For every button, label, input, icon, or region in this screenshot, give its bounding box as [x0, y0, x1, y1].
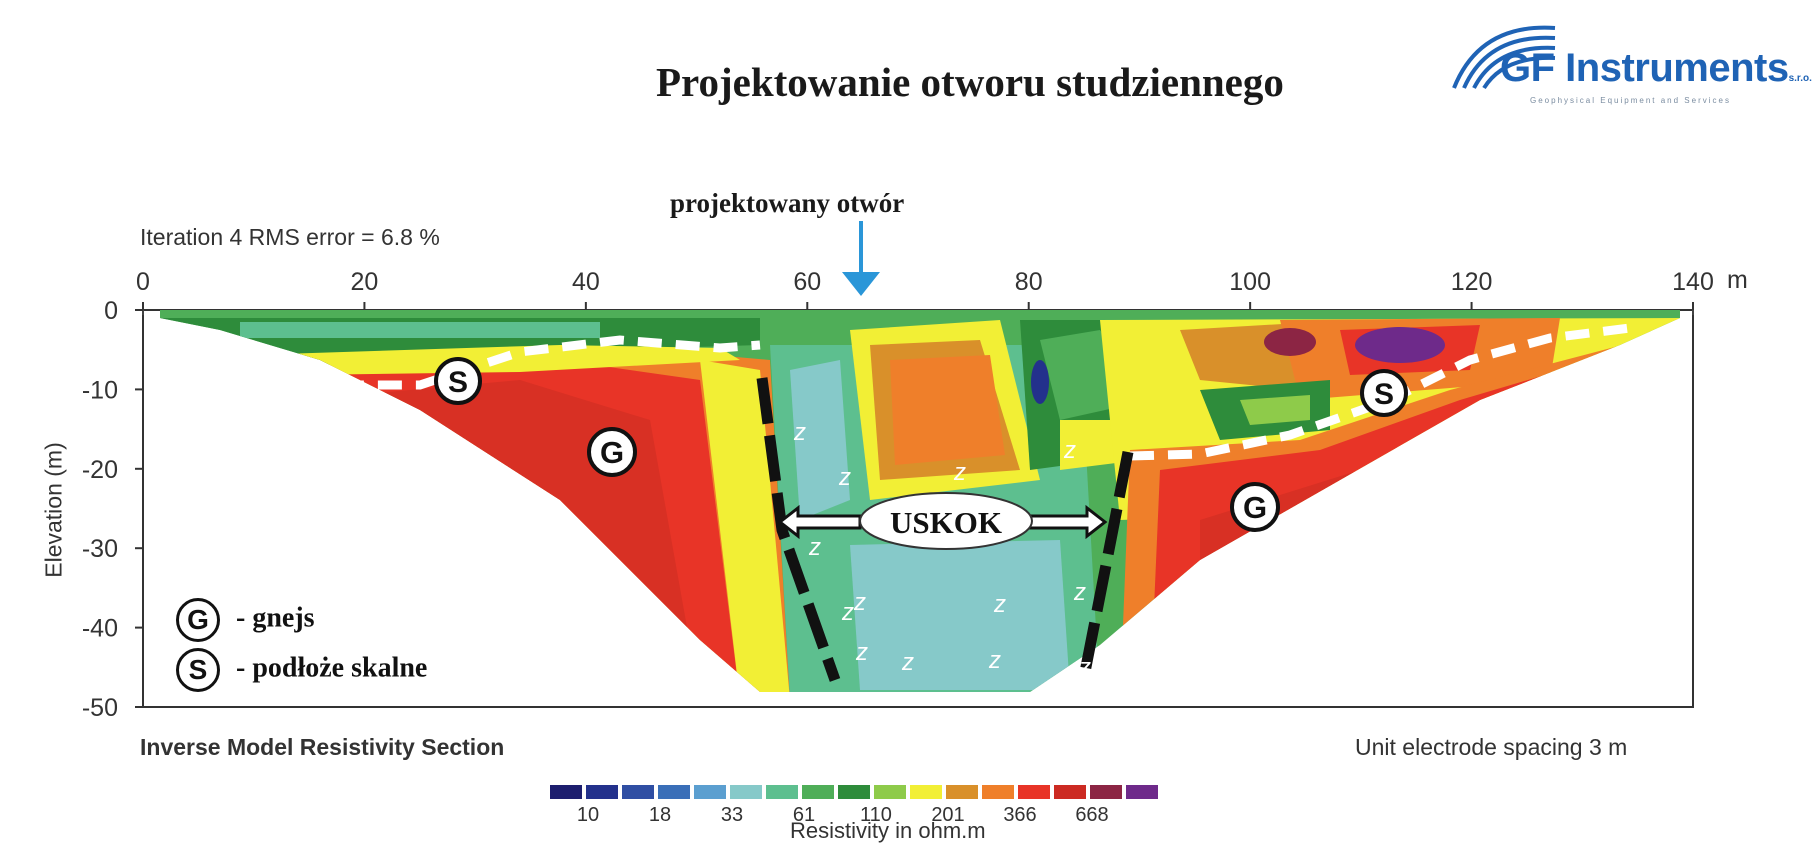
colorbar-swatch	[658, 785, 690, 799]
groundwater-marker: z	[1063, 437, 1076, 464]
y-tick-label: -40	[82, 615, 118, 643]
colorbar-swatch	[1054, 785, 1086, 799]
marker-g-right: G	[1230, 482, 1280, 532]
colorbar-swatch	[874, 785, 906, 799]
x-tick-label: 100	[1229, 268, 1271, 296]
groundwater-marker: z	[901, 649, 914, 676]
legend-bedrock-symbol: S	[176, 648, 220, 692]
section-caption: Inverse Model Resistivity Section	[140, 734, 505, 760]
colorbar-label: 10	[577, 804, 599, 826]
marker-s-right: S	[1360, 369, 1408, 417]
colorbar-label: 110	[860, 804, 892, 826]
legend-bedrock: S - podłoże skalne	[176, 648, 427, 692]
logo-arcs-icon	[1452, 25, 1556, 90]
groundwater-marker: z	[853, 589, 866, 616]
legend-gneiss-label: - gnejs	[236, 602, 315, 634]
fault-line-right	[1079, 450, 1134, 674]
y-tick-label: -20	[82, 456, 118, 484]
legend-gneiss-symbol: G	[176, 598, 220, 642]
groundwater-marker: z	[855, 639, 868, 666]
x-unit-label: m	[1727, 266, 1748, 294]
y-tick-label: -10	[82, 376, 118, 404]
colorbar-swatch	[1090, 785, 1122, 799]
groundwater-marker: z	[808, 534, 821, 561]
fault-label-ellipse	[859, 492, 1033, 550]
colorbar-swatch	[694, 785, 726, 799]
colorbar-label: 33	[721, 804, 743, 826]
y-tick-label: -30	[82, 535, 118, 563]
groundwater-marker: z	[993, 591, 1006, 618]
groundwater-marker: z	[841, 599, 854, 626]
borehole-label: projektowany otwór	[670, 188, 905, 218]
svg-text:S: S	[1374, 378, 1394, 411]
bedrock-boundary-left	[264, 335, 761, 390]
x-tick-label: 0	[136, 268, 150, 296]
company-logo: GF Instrumentss.r.o. Geophysical Equipme…	[1440, 18, 1812, 118]
colorbar-swatch	[838, 785, 870, 799]
groundwater-marker: z	[988, 647, 1001, 674]
svg-text:G: G	[600, 435, 624, 470]
colorbar-swatch	[1018, 785, 1050, 799]
colorbar-swatch	[550, 785, 582, 799]
marker-s-left: S	[434, 357, 482, 405]
groundwater-marker: z	[1073, 579, 1086, 606]
colorbar-swatch	[982, 785, 1014, 799]
borehole-arrow-icon	[842, 221, 880, 296]
svg-text:G: G	[1243, 490, 1267, 525]
colorbar-swatch	[1126, 785, 1158, 799]
svg-text:S: S	[448, 366, 468, 399]
colorbar-title: Resistivity in ohm.m	[790, 818, 986, 843]
colorbar-swatch	[730, 785, 762, 799]
colorbar-label: 18	[649, 804, 671, 826]
colorbar-label: 668	[1075, 804, 1108, 826]
iteration-label: Iteration 4 RMS error = 6.8 %	[140, 224, 440, 250]
legend-gneiss: G - gnejs	[176, 598, 315, 642]
colorbar-label: 366	[1003, 804, 1036, 826]
x-tick-label: 20	[351, 268, 379, 296]
groundwater-marker: z	[998, 509, 1011, 536]
y-tick-label: -50	[82, 694, 118, 722]
colorbar-swatch	[766, 785, 798, 799]
fault-label: USKOK	[890, 505, 1002, 540]
colorbar-swatch	[586, 785, 618, 799]
x-tick-label: 140	[1672, 268, 1714, 296]
groundwater-marker: z	[838, 464, 851, 491]
colorbar: 10 18 33 61 110 201 366 668	[550, 785, 1158, 826]
x-tick-label: 40	[572, 268, 600, 296]
y-tick-label: 0	[104, 297, 118, 325]
page-title: Projektowanie otworu studziennego	[656, 59, 1284, 105]
logo-tagline: Geophysical Equipment and Services	[1530, 96, 1731, 105]
logo-name: GF Instrumentss.r.o.	[1500, 46, 1812, 90]
colorbar-label: 201	[931, 804, 964, 826]
colorbar-label: 61	[793, 804, 815, 826]
groundwater-marker: z	[1078, 654, 1091, 681]
groundwater-marker: z	[953, 459, 966, 486]
electrode-spacing: Unit electrode spacing 3 m	[1355, 734, 1628, 760]
groundwater-marker: z	[793, 419, 806, 446]
colorbar-swatch	[622, 785, 654, 799]
x-tick-label: 80	[1015, 268, 1043, 296]
x-tick-label: 60	[793, 268, 821, 296]
marker-g-left: G	[587, 427, 637, 477]
x-tick-label: 120	[1451, 268, 1493, 296]
colorbar-swatch	[910, 785, 942, 799]
fault-line-left	[756, 377, 841, 682]
colorbar-swatch	[802, 785, 834, 799]
legend-bedrock-label: - podłoże skalne	[236, 652, 428, 684]
colorbar-swatch	[946, 785, 978, 799]
